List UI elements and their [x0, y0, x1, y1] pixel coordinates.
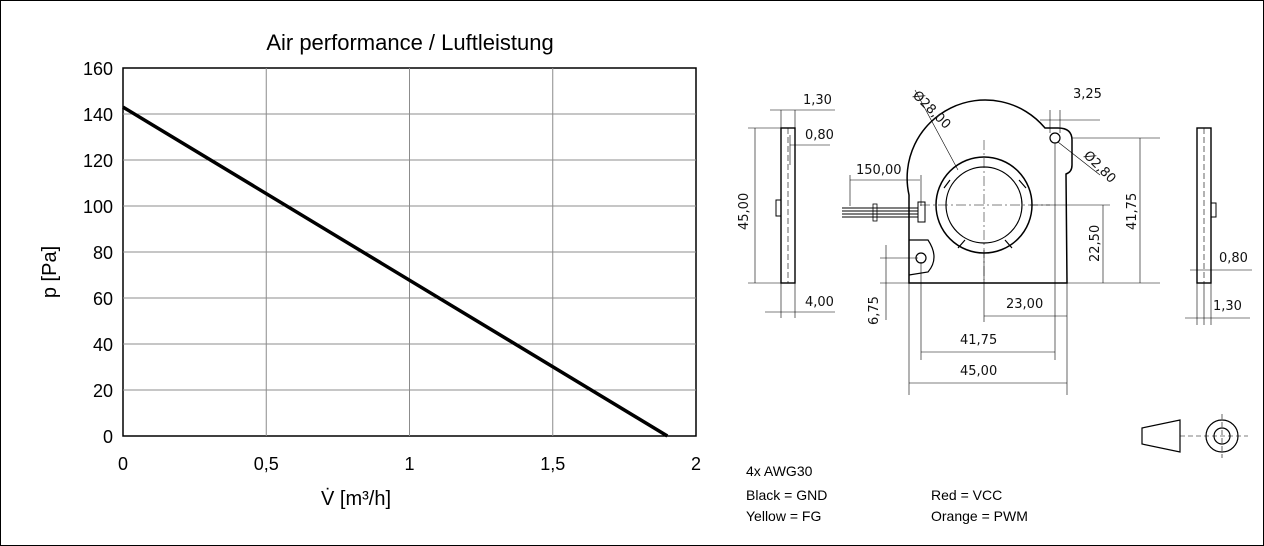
y-tick-label: 20 — [93, 381, 113, 401]
projection-symbol — [1141, 414, 1248, 458]
y-tick-label: 140 — [83, 105, 113, 125]
dim-side-height: 45,00 — [737, 193, 752, 230]
y-tick-label: 60 — [93, 289, 113, 309]
dim-hole-diameter: Ø2,80 — [1080, 148, 1118, 186]
dim-right-thickness: 1,30 — [1213, 299, 1242, 314]
wiring-entry: Black = GND — [746, 487, 827, 503]
dim-width-total: 45,00 — [960, 364, 997, 379]
y-tick-label: 160 — [83, 59, 113, 79]
y-tick-label: 80 — [93, 243, 113, 263]
technical-drawing: 1,30 0,80 45,00 4,00 — [737, 87, 1252, 458]
y-tick-label: 120 — [83, 151, 113, 171]
front-view — [842, 89, 1160, 395]
x-tick-label: 2 — [691, 454, 701, 474]
dim-right-gap: 0,80 — [1219, 251, 1248, 266]
side-view-right — [1185, 127, 1252, 325]
dim-side-gap-top: 0,80 — [805, 128, 834, 143]
wiring-entry: Orange = PWM — [931, 508, 1028, 524]
dim-hub-center-height: 22,50 — [1088, 225, 1103, 262]
dim-side-bottom: 4,00 — [805, 295, 834, 310]
x-tick-labels: 0 0,5 1 1,5 2 — [118, 454, 701, 474]
x-axis-label: V̇ [m³/h] — [321, 488, 391, 510]
wiring-entry: Red = VCC — [931, 487, 1002, 503]
performance-chart: Air performance / Luftleistung 020406080… — [39, 30, 701, 510]
series-line — [122, 105, 669, 438]
dim-height-total: 41,75 — [1125, 193, 1140, 230]
dim-side-thickness-top: 1,30 — [803, 93, 832, 108]
y-tick-label: 100 — [83, 197, 113, 217]
dim-lower-hole-offset: 6,75 — [867, 296, 882, 325]
wiring-notes: 4x AWG30 Black = GND Red = VCC Yellow = … — [746, 463, 1028, 524]
dim-hole-offset: 3,25 — [1073, 87, 1102, 102]
y-axis-label: p [Pa] — [39, 246, 61, 298]
x-tick-label: 1 — [404, 454, 414, 474]
y-tick-labels: 0 20 40 60 80 100 120 140 160 — [83, 59, 113, 447]
chart-title: Air performance / Luftleistung — [266, 30, 553, 55]
dim-hub-center-x: 23,00 — [1006, 297, 1043, 312]
side-view-left — [748, 109, 835, 318]
x-tick-label: 1,5 — [540, 454, 565, 474]
dim-cable-length: 150,00 — [856, 163, 902, 178]
dim-width-holes: 41,75 — [960, 333, 997, 348]
grid-lines — [123, 68, 696, 436]
y-tick-label: 0 — [103, 427, 113, 447]
wiring-entry: Yellow = FG — [746, 508, 821, 524]
x-tick-label: 0 — [118, 454, 128, 474]
series-group — [122, 105, 669, 438]
wiring-header: 4x AWG30 — [746, 463, 813, 479]
y-tick-label: 40 — [93, 335, 113, 355]
x-tick-label: 0,5 — [254, 454, 279, 474]
